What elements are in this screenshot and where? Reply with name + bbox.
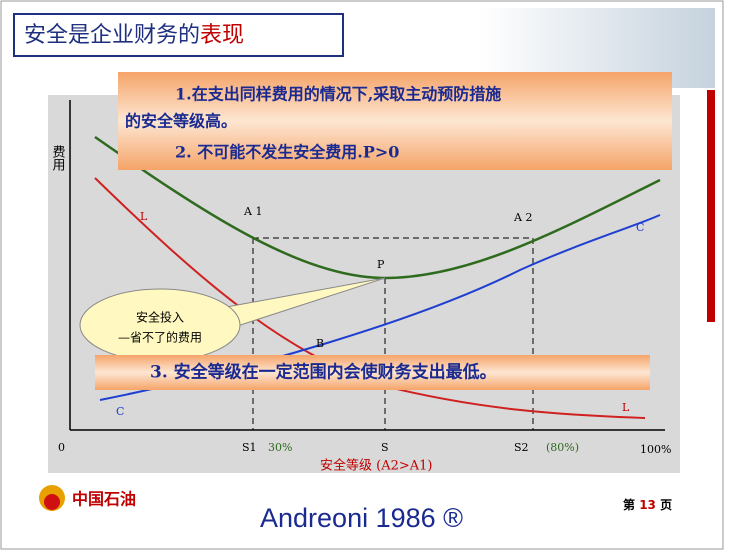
note-banner (118, 72, 672, 170)
label-l: L (140, 210, 148, 223)
callout-text: 安全投入 (136, 310, 184, 325)
title-highlight: 表现 (200, 23, 244, 48)
title-main: 安全是企业财务的 (24, 23, 200, 48)
note: 1.在支出同样费用的情况下,采取主动预防措施 (175, 85, 501, 104)
title-box (13, 13, 344, 57)
label-a1: A 1 (243, 205, 262, 218)
note-banner (95, 355, 650, 390)
side-bar (707, 90, 715, 322)
label-c: C (116, 405, 124, 418)
x-label: 安全等级 (A2>A1) (320, 458, 433, 474)
x-s: S (381, 441, 389, 454)
x-labels: 0 S1 30% S S2 (80%) 100% 安全等级 (A2>A1) (58, 441, 671, 474)
page-number: 第 13 页 (623, 497, 672, 512)
x-s2-pct: (80%) (546, 441, 579, 454)
x-origin: 0 (58, 441, 65, 454)
title: 安全是企业财务的表现 (24, 23, 244, 48)
x-s2: S2 (514, 441, 529, 454)
company: 中国石油 (72, 490, 136, 509)
x-s1: S1 (242, 441, 257, 454)
x-s1-pct: 30% (268, 441, 292, 454)
callout-text: —省不了的费用 (118, 330, 202, 345)
note: 3. 安全等级在一定范围内会使财务支出最低。 (150, 362, 497, 383)
label-b: B (316, 337, 324, 350)
logo (44, 494, 60, 510)
y-label: 费用 (50, 145, 66, 172)
callout (79, 288, 241, 362)
curve-labels: A 1 A 2 P L L C C B (116, 205, 644, 418)
note: 的安全等级高。 (125, 112, 237, 131)
note: 2. 不可能不发生安全费用.P>0 (175, 143, 399, 162)
page-pre: 第 (623, 497, 635, 512)
citation: Andreoni 1986 ® (260, 503, 463, 533)
label-c: C (636, 221, 644, 234)
label-a2: A 2 (513, 211, 532, 224)
guides (252, 237, 534, 430)
label-l: L (622, 401, 630, 414)
label-p: P (377, 258, 385, 271)
page-post: 页 (660, 498, 672, 512)
page-num: 13 (639, 498, 656, 512)
x-end: 100% (640, 443, 671, 456)
